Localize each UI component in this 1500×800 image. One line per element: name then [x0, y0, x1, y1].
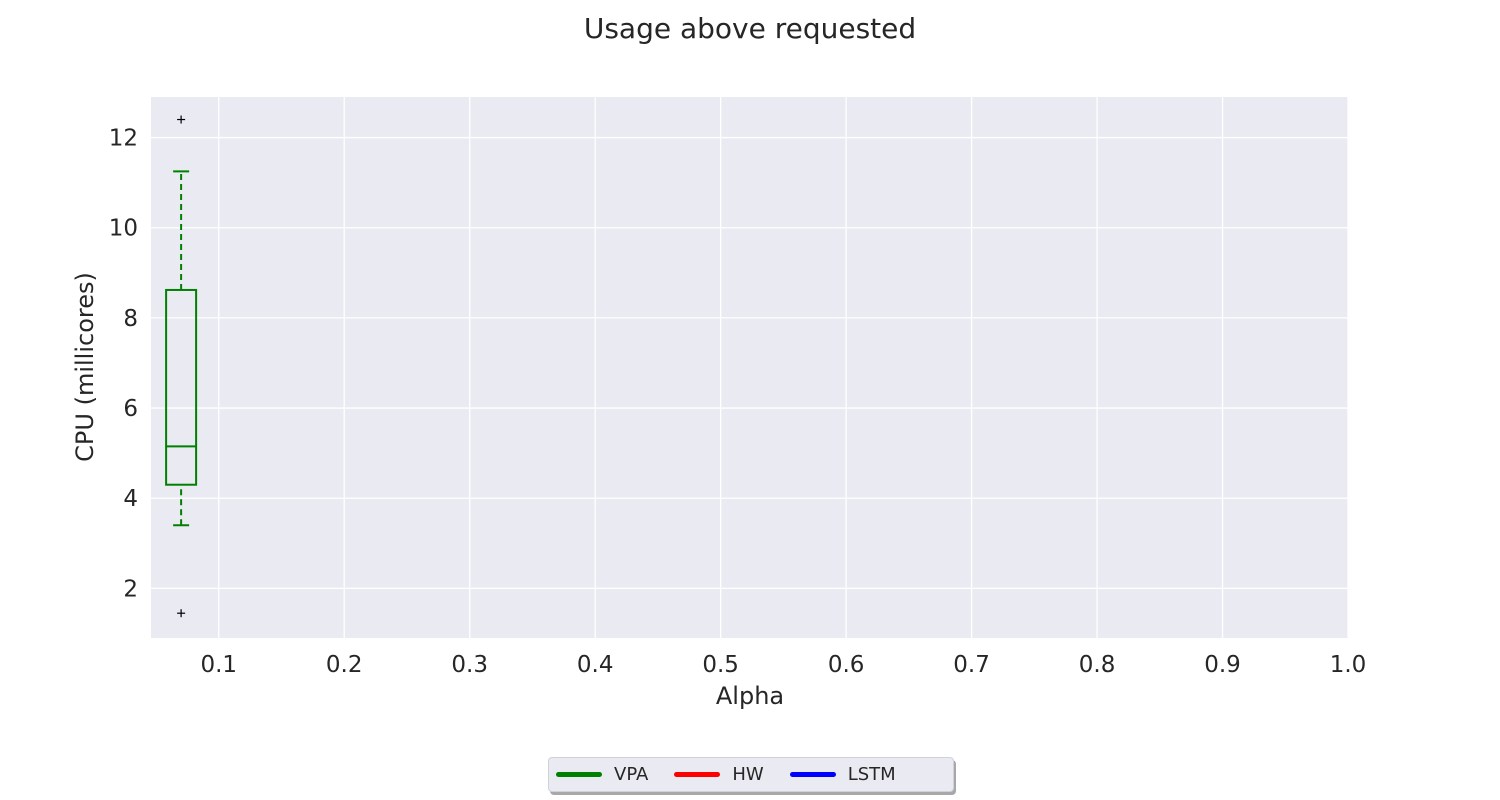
legend: VPA HW LSTM — [548, 757, 954, 792]
y-tick-label: 8 — [123, 306, 138, 332]
x-tick-label: 0.3 — [451, 652, 488, 678]
legend-item-lstm: LSTM — [789, 764, 896, 785]
y-tick-label: 4 — [123, 486, 138, 512]
legend-item-hw: HW — [674, 764, 764, 785]
x-tick-label: 0.8 — [1079, 652, 1116, 678]
chart-title: Usage above requested — [584, 12, 916, 45]
x-tick-label: 0.6 — [828, 652, 865, 678]
y-tick-label: 2 — [123, 576, 138, 602]
x-tick-label: 0.2 — [326, 652, 363, 678]
legend-swatch-vpa — [556, 772, 602, 777]
box-plots — [165, 115, 198, 618]
legend-swatch-lstm — [789, 772, 836, 777]
x-tick-label: 0.1 — [200, 652, 237, 678]
legend-label-lstm: LSTM — [847, 764, 896, 785]
plot-background — [151, 97, 1348, 638]
x-tick-label: 0.5 — [702, 652, 739, 678]
legend-item-vpa: VPA — [556, 764, 648, 785]
x-tick-label: 0.4 — [577, 652, 614, 678]
legend-label-hw: HW — [732, 764, 764, 785]
box-vpa — [165, 115, 198, 618]
tick-labels: 0.1 0.2 0.3 0.4 0.5 0.6 0.7 0.8 0.9 1.0 2 4 6 8 10 12 — [109, 126, 1367, 678]
grid-lines — [151, 97, 1349, 638]
x-tick-label: 0.7 — [953, 652, 990, 678]
y-tick-label: 10 — [109, 216, 138, 242]
legend-label-vpa: VPA — [614, 764, 649, 785]
legend-swatch-hw — [674, 772, 721, 777]
x-tick-label: 1.0 — [1330, 652, 1367, 678]
y-axis-label: CPU (millicores) — [71, 272, 99, 462]
y-tick-label: 12 — [109, 126, 138, 152]
box-body — [165, 288, 198, 486]
y-tick-label: 6 — [123, 396, 138, 422]
outlier-marker — [177, 115, 186, 124]
outlier-marker — [177, 609, 186, 618]
x-axis-label: Alpha — [716, 682, 784, 710]
x-tick-label: 0.9 — [1204, 652, 1241, 678]
